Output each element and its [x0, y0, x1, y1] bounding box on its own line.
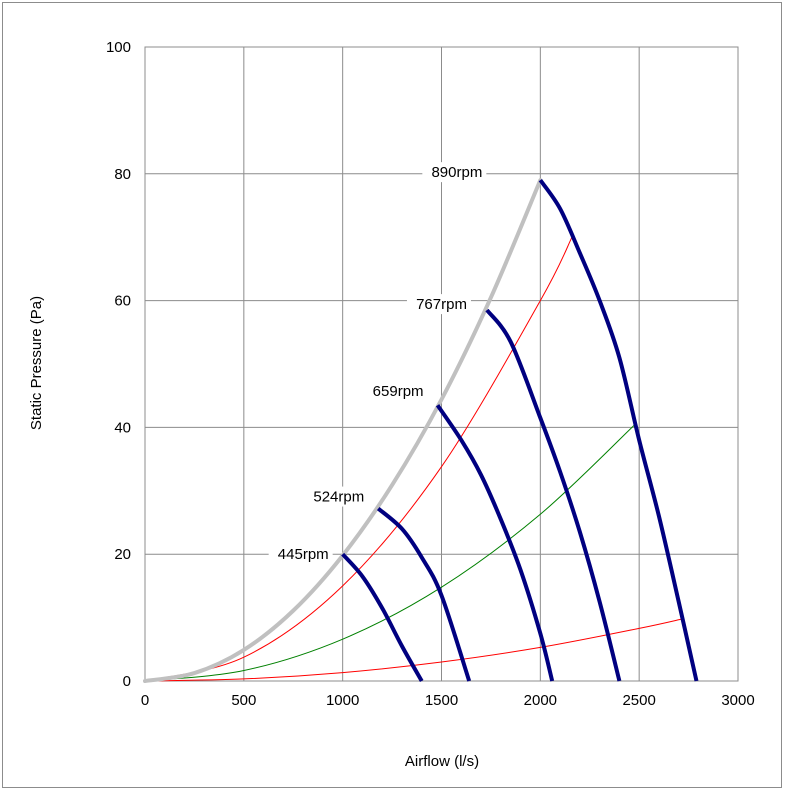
fan-curve-524rpm	[376, 507, 472, 682]
peak-envelope-line	[143, 178, 543, 683]
x-tick-label: 0	[141, 692, 149, 709]
x-tick-label: 1500	[425, 692, 458, 709]
fan-curve-659rpm	[435, 404, 555, 682]
peak-envelope	[143, 178, 543, 683]
x-tick-label: 2000	[524, 692, 557, 709]
plot-area-border	[144, 46, 739, 682]
rpm-label: 890rpm	[431, 164, 482, 181]
y-tick-label: 100	[106, 39, 131, 56]
y-tick-label: 20	[114, 546, 131, 563]
y-tick-label: 60	[114, 293, 131, 310]
x-tick-label: 1000	[326, 692, 359, 709]
y-axis-title: Static Pressure (Pa)	[28, 296, 45, 430]
rpm-label-bg	[304, 486, 369, 507]
y-tick-label: 40	[114, 419, 131, 436]
rpm-label: 659rpm	[373, 383, 424, 400]
rpm-label: 445rpm	[278, 546, 329, 563]
plot-border	[144, 46, 739, 682]
x-tick-label: 500	[231, 692, 256, 709]
y-tick-label: 80	[114, 166, 131, 183]
fan-curve-445rpm	[341, 552, 424, 682]
system-curve-red	[144, 236, 573, 682]
y-tick-labels: 0 20 40 60 80 100	[106, 39, 131, 690]
grid	[144, 46, 739, 682]
fan-curves	[341, 178, 699, 682]
rpm-label-bg	[363, 381, 428, 402]
system-curve-red	[144, 618, 683, 682]
rpm-label-bg	[268, 544, 333, 565]
x-tick-label: 2500	[622, 692, 655, 709]
x-tick-label: 3000	[721, 692, 754, 709]
y-tick-label: 0	[123, 673, 131, 690]
system-curve-green	[144, 423, 636, 682]
rpm-label-bg	[406, 294, 471, 315]
fan-curve-890rpm	[538, 178, 699, 682]
rpm-label: 524rpm	[313, 489, 364, 506]
rpm-label: 767rpm	[416, 296, 467, 313]
fan-curve-767rpm	[485, 308, 622, 682]
rpm-label-bg	[422, 162, 487, 183]
x-axis-title: Airflow (l/s)	[405, 753, 479, 770]
x-tick-labels: 0 500 1000 1500 2000 2500 3000	[141, 692, 755, 709]
system-curves	[144, 236, 683, 682]
rpm-labels: 445rpm 524rpm 659rpm 767rpm 890rpm	[268, 162, 487, 565]
